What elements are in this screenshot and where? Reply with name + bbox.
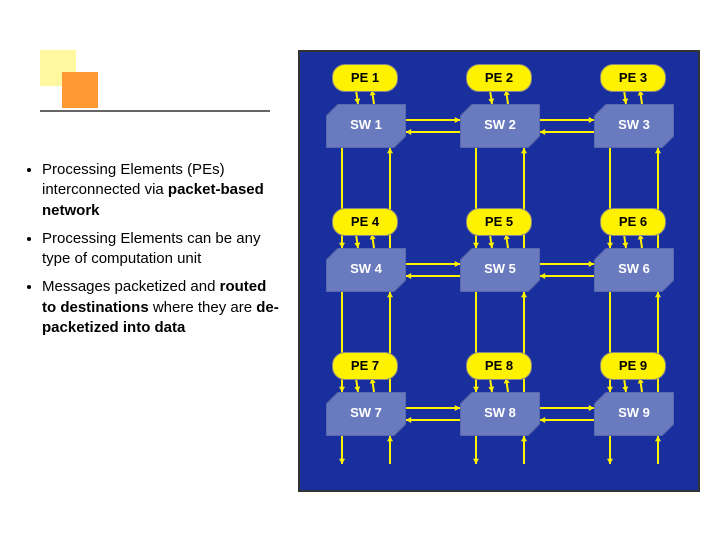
switch-label: SW 9: [594, 392, 674, 420]
connection-arrow: [518, 142, 530, 254]
pe-node: PE 8: [466, 352, 532, 380]
connection-arrow: [518, 430, 530, 470]
switch-label: SW 8: [460, 392, 540, 420]
connection-arrow: [652, 286, 664, 398]
connection-arrow: [604, 430, 616, 470]
pe-node: PE 5: [466, 208, 532, 236]
switch-node: SW 8: [460, 392, 540, 436]
title-underline: [40, 110, 270, 112]
pe-node: PE 9: [600, 352, 666, 380]
bullet-item: Processing Elements (PEs) interconnected…: [42, 160, 280, 221]
switch-label: SW 4: [326, 248, 406, 276]
connection-arrow: [400, 270, 466, 282]
connection-arrow: [400, 258, 466, 270]
pe-node: PE 3: [600, 64, 666, 92]
connection-arrow: [400, 402, 466, 414]
connection-arrow: [384, 430, 396, 470]
connection-arrow: [336, 286, 348, 398]
connection-arrow: [534, 114, 600, 126]
connection-arrow: [336, 142, 348, 254]
switch-node: SW 2: [460, 104, 540, 148]
connection-arrow: [534, 402, 600, 414]
switch-node: SW 4: [326, 248, 406, 292]
pe-node: PE 7: [332, 352, 398, 380]
switch-node: SW 6: [594, 248, 674, 292]
connection-arrow: [604, 286, 616, 398]
connection-arrow: [534, 126, 600, 138]
connection-arrow: [400, 414, 466, 426]
switch-node: SW 7: [326, 392, 406, 436]
bullet-list: Processing Elements (PEs) interconnected…: [20, 160, 280, 346]
connection-arrow: [384, 286, 396, 398]
connection-arrow: [400, 114, 466, 126]
connection-arrow: [534, 414, 600, 426]
connection-arrow: [384, 142, 396, 254]
switch-node: SW 3: [594, 104, 674, 148]
switch-label: SW 7: [326, 392, 406, 420]
connection-arrow: [400, 126, 466, 138]
switch-label: SW 1: [326, 104, 406, 132]
connection-arrow: [470, 286, 482, 398]
orange-accent-box: [62, 72, 98, 108]
connection-arrow: [470, 142, 482, 254]
switch-label: SW 2: [460, 104, 540, 132]
bullet-item: Messages packetized and routed to destin…: [42, 277, 280, 338]
connection-arrow: [652, 430, 664, 470]
connection-arrow: [470, 430, 482, 470]
switch-node: SW 5: [460, 248, 540, 292]
bullet-item: Processing Elements can be any type of c…: [42, 229, 280, 270]
connection-arrow: [534, 270, 600, 282]
connection-arrow: [652, 142, 664, 254]
pe-node: PE 2: [466, 64, 532, 92]
connection-arrow: [604, 142, 616, 254]
connection-arrow: [518, 286, 530, 398]
pe-node: PE 4: [332, 208, 398, 236]
pe-node: PE 6: [600, 208, 666, 236]
connection-arrow: [534, 258, 600, 270]
noc-diagram: PE 1 SW 1 PE 2 SW 2 PE 3 SW 3 PE 4 SW 4 PE 5 SW 5…: [298, 50, 700, 492]
connection-arrow: [336, 430, 348, 470]
switch-label: SW 3: [594, 104, 674, 132]
switch-label: SW 5: [460, 248, 540, 276]
switch-node: SW 9: [594, 392, 674, 436]
switch-label: SW 6: [594, 248, 674, 276]
switch-node: SW 1: [326, 104, 406, 148]
pe-node: PE 1: [332, 64, 398, 92]
